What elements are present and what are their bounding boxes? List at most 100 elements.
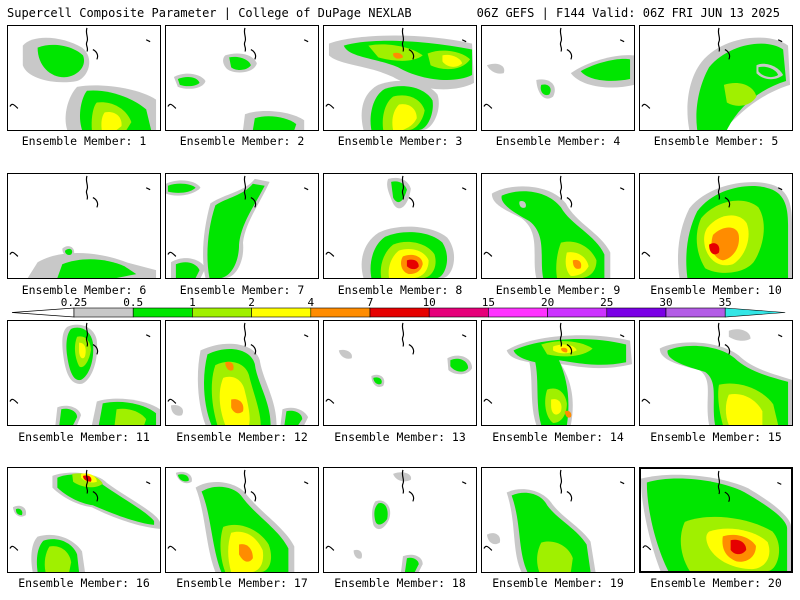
member-label: Ensemble Member: 10 (650, 283, 782, 297)
member-panel-10[interactable] (639, 173, 793, 279)
coastline (85, 175, 89, 200)
member-label: Ensemble Member: 16 (18, 576, 150, 590)
scp-contour-fill (239, 544, 253, 562)
coastline (724, 344, 731, 355)
scp-field-map (9, 175, 157, 278)
coastline (303, 334, 309, 338)
member-panel-17[interactable] (165, 467, 319, 573)
scp-contour-fill (252, 116, 297, 130)
scp-contour-fill (572, 259, 582, 269)
colorbar-tick-label: 15 (481, 296, 496, 309)
colorbar-tick-label: 0.5 (123, 296, 144, 309)
scp-contour-fill (374, 503, 388, 525)
scp-field-map (9, 322, 160, 425)
coastline (145, 481, 151, 485)
member-panel-20[interactable] (639, 467, 793, 573)
member-panel-1[interactable] (7, 25, 161, 131)
member-panel-4[interactable] (481, 25, 635, 131)
coastline (724, 491, 731, 502)
colorbar-tick-label: 30 (659, 296, 673, 309)
coastline (303, 187, 309, 191)
scp-field-map (483, 175, 625, 278)
colorbar-high-arrow (724, 307, 786, 318)
coastline (92, 491, 99, 502)
scp-field-map (167, 27, 309, 130)
member-label: Ensemble Member: 2 (179, 134, 305, 148)
colorbar-tick-label: 20 (540, 296, 555, 309)
member-panel-11[interactable] (7, 320, 161, 426)
coastline (483, 398, 493, 404)
scp-field-map (483, 322, 633, 425)
scp-contour-fill (392, 104, 417, 130)
scp-contour-fill (373, 377, 382, 385)
member-panel-8[interactable] (323, 173, 477, 279)
coastline (92, 344, 99, 355)
scp-contour-fill (65, 248, 73, 255)
coastline (325, 251, 335, 257)
coastline (167, 398, 177, 404)
colorbar-swatch (73, 307, 134, 318)
scp-contour-fill (406, 259, 419, 270)
member-panel-13[interactable] (323, 320, 477, 426)
scp-field-map (166, 175, 309, 278)
member-panel-18[interactable] (323, 467, 477, 573)
coastline (461, 334, 467, 338)
scp-field-map (9, 27, 157, 130)
coastline (619, 481, 625, 485)
coastline (483, 545, 493, 551)
coastline (303, 39, 309, 43)
scp-contour-fill (225, 361, 234, 371)
colorbar-tick-label: 0.25 (60, 296, 88, 309)
coastline (641, 103, 651, 109)
member-panel-9[interactable] (481, 173, 635, 279)
member-panel-3[interactable] (323, 25, 477, 131)
coastline (145, 334, 151, 338)
scp-contour-fill (167, 183, 196, 193)
coastline (566, 491, 573, 502)
colorbar-swatch (369, 307, 430, 318)
coastline (717, 470, 721, 495)
coastline (243, 322, 247, 347)
member-panel-2[interactable] (165, 25, 319, 131)
scp-field-map (641, 27, 791, 130)
coastline (167, 251, 177, 257)
coastline (641, 251, 651, 257)
scp-contour-fill (728, 329, 751, 341)
coastline (408, 344, 415, 355)
coastline (9, 545, 19, 551)
scp-field-map (483, 469, 625, 572)
member-panel-5[interactable] (639, 25, 793, 131)
coastline (92, 197, 99, 208)
scp-contour-fill (79, 342, 86, 359)
member-panel-16[interactable] (7, 467, 161, 573)
coastline (243, 469, 247, 494)
member-panel-7[interactable] (165, 173, 319, 279)
coastline (401, 469, 405, 494)
coastline (85, 27, 89, 52)
scp-contour-fill (519, 200, 526, 208)
colorbar-tick-label: 1 (189, 296, 196, 309)
coastline (401, 175, 405, 200)
scp-field-map (325, 322, 473, 404)
member-label: Ensemble Member: 8 (337, 283, 463, 297)
member-panel-6[interactable] (7, 173, 161, 279)
scp-contour-fill (231, 399, 244, 414)
coastline (250, 49, 257, 60)
coastline (401, 27, 405, 52)
member-panel-12[interactable] (165, 320, 319, 426)
colorbar-swatch (547, 307, 608, 318)
member-label: Ensemble Member: 14 (492, 430, 624, 444)
scp-contour-fill (723, 82, 757, 106)
coastline (9, 251, 19, 257)
scp-contour-fill (177, 474, 189, 482)
scp-contour-fill (393, 472, 412, 482)
colorbar-swatch (428, 307, 489, 318)
member-panel-15[interactable] (639, 320, 793, 426)
member-label: Ensemble Member: 17 (176, 576, 308, 590)
member-panel-14[interactable] (481, 320, 635, 426)
scp-field-map (641, 470, 791, 571)
member-panel-19[interactable] (481, 467, 635, 573)
coastline (559, 27, 563, 52)
scp-contour-fill (207, 183, 265, 278)
colorbar-swatch (488, 307, 548, 318)
